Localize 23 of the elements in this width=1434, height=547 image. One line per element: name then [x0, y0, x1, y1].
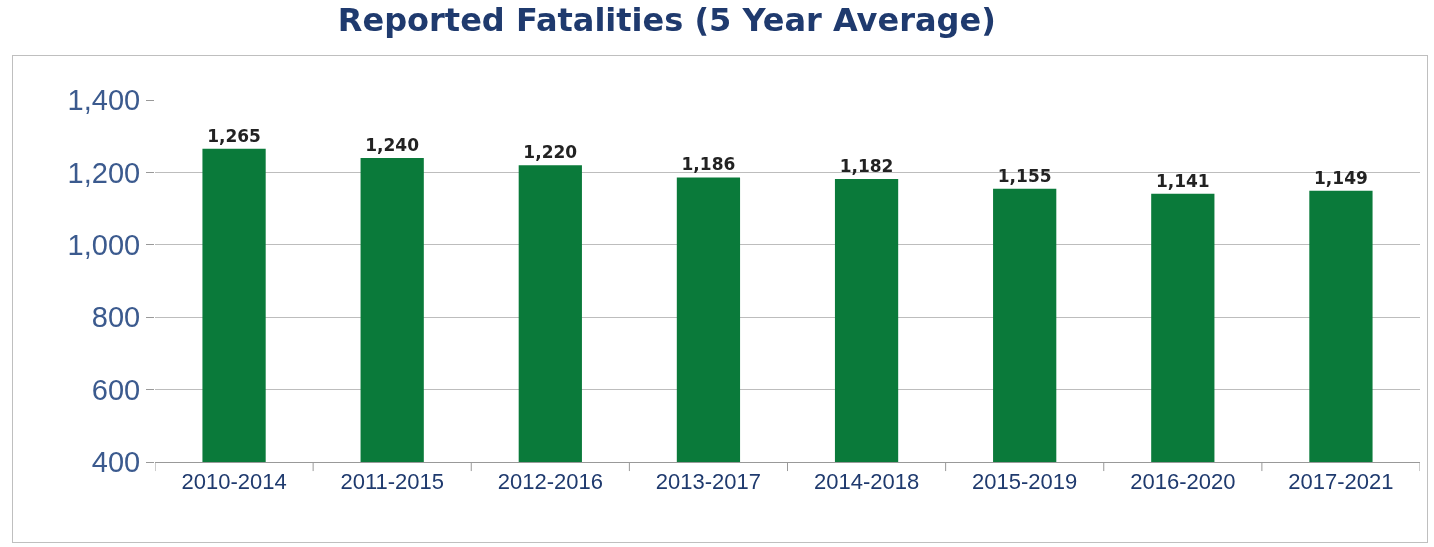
y-tick-label: 1,000	[67, 228, 141, 261]
x-tick-label: 2016-2020	[1130, 469, 1236, 495]
data-label: 1,186	[681, 154, 736, 175]
data-label: 1,182	[839, 155, 894, 176]
x-tick-label: 2011-2015	[340, 469, 444, 495]
data-label: 1,220	[523, 142, 578, 163]
y-tick-label: 400	[91, 446, 141, 479]
data-label: 1,240	[365, 134, 420, 155]
data-label: 1,265	[207, 125, 261, 146]
y-tick-label: 600	[91, 373, 141, 406]
data-label: 1,155	[997, 165, 1052, 186]
y-tick-label: 1,400	[67, 84, 141, 117]
x-tick-label: 2010-2014	[181, 469, 287, 495]
x-tick-label: 2015-2019	[972, 469, 1078, 495]
y-tick-label: 1,200	[67, 156, 141, 189]
x-tick-label: 2013-2017	[655, 469, 762, 495]
data-label: 1,141	[1155, 170, 1210, 191]
x-tick-label: 2014-2018	[813, 469, 920, 495]
x-tick-label: 2012-2016	[497, 469, 603, 495]
x-tick-label: 2017-2021	[1288, 469, 1394, 495]
data-label: 1,149	[1314, 167, 1368, 188]
chart-title: Reported Fatalities (5 Year Average)	[337, 0, 996, 39]
y-tick-label: 800	[91, 301, 141, 334]
